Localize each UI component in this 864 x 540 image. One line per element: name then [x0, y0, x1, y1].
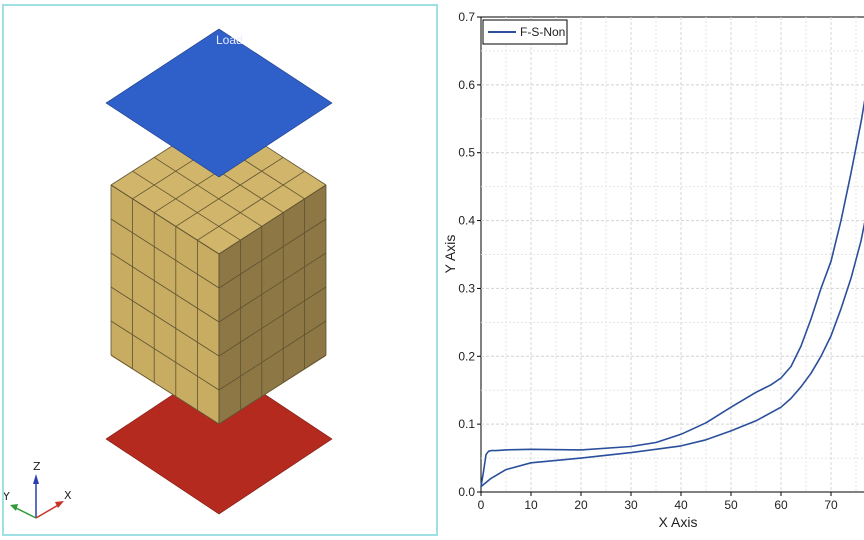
y-tick-label: 0.5	[458, 146, 475, 160]
x-tick-label: 70	[824, 498, 838, 512]
mesh-line	[110, 218, 220, 289]
mesh-line	[218, 320, 327, 391]
mesh-line	[110, 354, 220, 425]
y-arrow-icon	[10, 504, 18, 511]
cube-left-face[interactable]	[111, 185, 219, 424]
mesh-line	[197, 170, 305, 241]
y-tick-label: 0.4	[458, 214, 475, 228]
mesh-line	[110, 286, 220, 357]
triad-y-label: Y	[4, 490, 10, 503]
top-rigid-plate[interactable]	[105, 28, 333, 178]
series-line-2	[480, 221, 864, 488]
x-arrow-icon	[55, 501, 64, 508]
mesh-line	[218, 184, 327, 255]
mesh-line	[218, 354, 327, 425]
plot-area[interactable]	[480, 16, 864, 493]
z-arrow-icon	[33, 474, 39, 484]
y-tick-label: 0.1	[458, 417, 475, 431]
mesh-line	[110, 252, 220, 323]
triad-x-label: X	[64, 489, 72, 502]
legend-entry-label: F-S-Non	[520, 25, 565, 39]
load-label: Load	[216, 33, 243, 47]
mesh-line	[110, 320, 220, 391]
mesh-line	[110, 184, 220, 255]
cube-right-face[interactable]	[219, 185, 326, 424]
bottom-rigid-plate[interactable]	[105, 363, 333, 515]
y-tick-label: 0.7	[458, 10, 475, 24]
x-tick-label: 60	[774, 498, 788, 512]
axis-ticks: 0 10 20 30 40 50 60 70 0.0 0.1 0.2 0.3 0.4 0.5 0.6 0.7	[458, 10, 838, 512]
y-tick-label: 0.2	[458, 349, 475, 363]
x-axis-title: X Axis	[659, 514, 698, 530]
x-tick-label: 20	[574, 498, 588, 512]
x-tick-label: 40	[674, 498, 688, 512]
x-tick-label: 50	[724, 498, 738, 512]
model-viewport[interactable]: Load Z Y X	[2, 4, 438, 536]
plot-curves	[480, 99, 864, 488]
mesh-line	[218, 286, 327, 357]
triad-z-label: Z	[33, 460, 41, 473]
mesh-line	[153, 157, 263, 227]
xy-plot-panel[interactable]: 0 10 20 30 40 50 60 70 0.0 0.1 0.2 0.3 0.4 0.5 0.6 0.7 …	[440, 0, 864, 540]
x-tick-label: 10	[524, 498, 538, 512]
y-tick-label: 0.0	[458, 485, 475, 499]
model-canvas[interactable]: Load Z Y X	[4, 6, 440, 538]
mesh-line	[132, 170, 241, 241]
plot-grid	[481, 17, 864, 492]
y-tick-label: 0.6	[458, 78, 475, 92]
xy-plot[interactable]: 0 10 20 30 40 50 60 700.00.10.20.30.40.50.60.7 …	[440, 0, 864, 540]
x-tick-label: 0	[478, 498, 485, 512]
y-tick-label: 0.3	[458, 281, 475, 295]
mesh-line	[175, 157, 284, 227]
series-line-1	[480, 99, 864, 487]
legend[interactable]: F-S-Non	[482, 19, 568, 45]
y-axis-title: Y Axis	[442, 235, 458, 274]
mesh-line	[218, 252, 327, 323]
mesh-line	[218, 218, 327, 289]
x-tick-label: 30	[624, 498, 638, 512]
axis-triad: Z Y X	[4, 460, 72, 519]
